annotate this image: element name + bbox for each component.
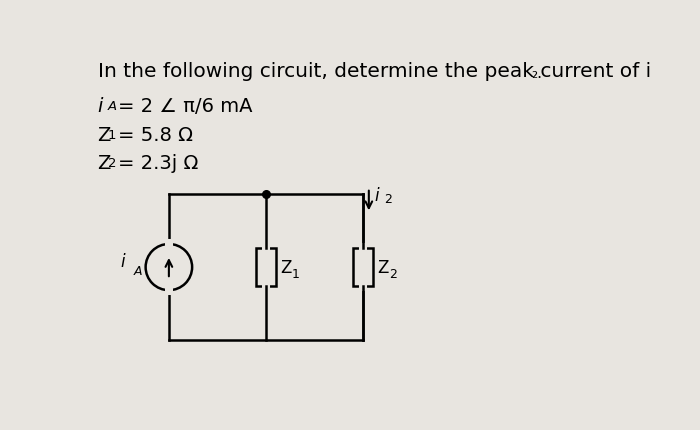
Text: i: i (121, 252, 125, 270)
Text: ₂.: ₂. (531, 66, 542, 81)
Text: 2: 2 (384, 193, 392, 206)
Text: = 5.8 Ω: = 5.8 Ω (118, 126, 193, 144)
Text: Z: Z (377, 258, 388, 276)
Text: A: A (134, 265, 143, 278)
Text: A: A (108, 100, 117, 113)
Text: i: i (97, 97, 103, 116)
Text: In the following circuit, determine the peak current of i: In the following circuit, determine the … (97, 61, 651, 80)
Text: 1: 1 (292, 267, 300, 280)
Bar (256, 248, 276, 287)
Text: i: i (374, 187, 379, 205)
Bar (353, 248, 372, 287)
Text: = 2 ∠ π/6 mA: = 2 ∠ π/6 mA (118, 97, 253, 116)
Text: Z: Z (97, 126, 111, 144)
Text: = 2.3j Ω: = 2.3j Ω (118, 154, 199, 173)
Text: Z: Z (281, 258, 292, 276)
Text: 2: 2 (389, 267, 397, 280)
Text: 2: 2 (108, 157, 116, 170)
Text: Z: Z (97, 154, 111, 173)
Text: 1: 1 (108, 129, 116, 141)
